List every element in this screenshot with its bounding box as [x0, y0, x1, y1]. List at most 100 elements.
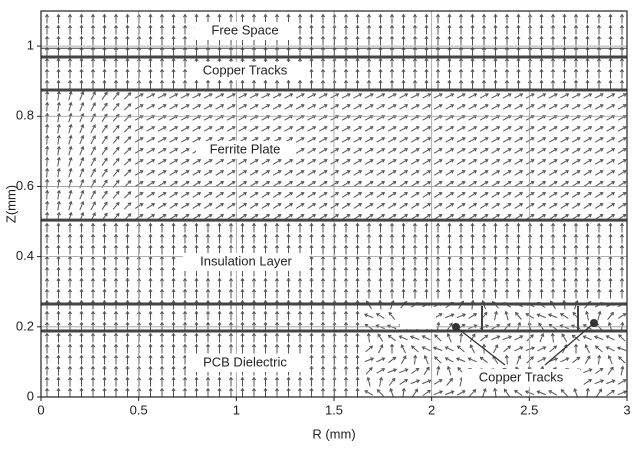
field-arrow — [560, 104, 570, 110]
field-arrow — [123, 147, 132, 155]
field-arrow — [320, 332, 326, 343]
field-arrow — [272, 159, 282, 165]
field-arrow — [459, 332, 464, 343]
field-arrow — [102, 244, 107, 255]
field-arrow — [412, 277, 418, 288]
field-arrow — [399, 159, 409, 165]
field-arrow — [286, 233, 291, 244]
field-arrow — [433, 104, 443, 110]
field-arrow — [171, 233, 176, 244]
annotation: Copper Tracks — [203, 62, 288, 77]
field-arrow — [113, 376, 119, 387]
field-arrow — [376, 214, 386, 220]
field-arrow — [125, 343, 130, 354]
field-arrow — [286, 310, 291, 321]
field-arrow — [180, 137, 190, 143]
field-arrow — [562, 13, 567, 24]
label-bg — [186, 354, 304, 372]
field-arrow — [284, 192, 294, 198]
field-arrow — [240, 222, 245, 233]
field-arrow — [320, 310, 326, 321]
field-arrow — [90, 24, 96, 35]
field-arrow — [249, 214, 259, 220]
field-arrow — [203, 170, 213, 176]
field-arrow — [44, 244, 50, 255]
field-arrow — [445, 93, 455, 99]
field-arrow — [274, 46, 280, 57]
field-arrow — [309, 233, 314, 244]
field-arrow — [217, 222, 222, 233]
field-arrow — [593, 335, 604, 341]
field-arrow — [550, 288, 556, 299]
field-arrow — [617, 181, 627, 187]
field-arrow — [113, 79, 119, 90]
field-arrow — [67, 343, 73, 354]
field-arrow — [343, 233, 349, 244]
field-arrow — [571, 104, 581, 110]
field-arrow — [585, 13, 590, 24]
field-arrow — [399, 181, 409, 187]
y-tick-label: 0.2 — [16, 318, 34, 333]
field-arrow — [594, 159, 604, 165]
field-arrow — [79, 222, 84, 233]
field-arrow — [146, 192, 156, 198]
field-arrow — [456, 345, 465, 353]
field-arrow — [79, 35, 84, 46]
x-tick-label: 0 — [37, 402, 44, 417]
field-arrow — [596, 57, 602, 68]
field-arrow — [479, 126, 489, 132]
field-arrow — [458, 288, 464, 299]
field-arrow — [364, 170, 374, 176]
field-arrow — [585, 233, 590, 244]
field-arrow — [112, 135, 120, 144]
field-arrow — [493, 344, 499, 354]
field-arrow — [249, 170, 259, 176]
field-arrow — [446, 332, 452, 343]
field-arrow — [330, 203, 340, 209]
field-arrow — [182, 79, 188, 90]
field-arrow — [307, 159, 317, 165]
field-arrow — [378, 288, 383, 299]
field-arrow — [261, 181, 271, 187]
field-arrow — [491, 214, 501, 220]
field-arrow — [479, 104, 489, 110]
field-arrow — [159, 332, 165, 343]
field-arrow — [481, 266, 487, 277]
field-arrow — [309, 277, 314, 288]
field-arrow — [502, 104, 512, 110]
field-arrow — [297, 343, 303, 354]
field-arrow — [332, 233, 337, 244]
label-bg — [187, 62, 303, 80]
field-arrow — [422, 148, 432, 154]
field-arrow — [573, 57, 579, 68]
field-arrow — [608, 13, 613, 24]
field-arrow — [249, 104, 259, 110]
field-arrow — [67, 332, 73, 343]
field-arrow — [44, 343, 50, 354]
field-arrow — [548, 192, 558, 198]
field-arrow — [157, 214, 167, 220]
field-arrow — [364, 159, 374, 165]
field-arrow — [537, 104, 547, 110]
field-arrow — [364, 137, 374, 143]
field-arrow — [364, 181, 374, 187]
field-arrow — [617, 192, 627, 198]
field-arrow — [113, 277, 119, 288]
field-arrow — [479, 214, 489, 220]
field-arrow — [458, 35, 464, 46]
field-arrow — [148, 13, 153, 24]
field-arrow — [458, 24, 464, 35]
field-arrow — [458, 57, 464, 68]
field-arrow — [379, 376, 383, 387]
field-arrow — [526, 334, 534, 342]
field-arrow — [102, 343, 107, 354]
field-arrow — [272, 104, 282, 110]
field-arrow — [539, 222, 544, 233]
field-arrow — [102, 46, 107, 57]
field-arrow — [502, 203, 512, 209]
field-arrow — [90, 146, 96, 156]
field-arrow — [412, 244, 418, 255]
field-arrow — [537, 159, 547, 165]
field-arrow — [112, 157, 120, 166]
field-arrow — [355, 277, 360, 288]
